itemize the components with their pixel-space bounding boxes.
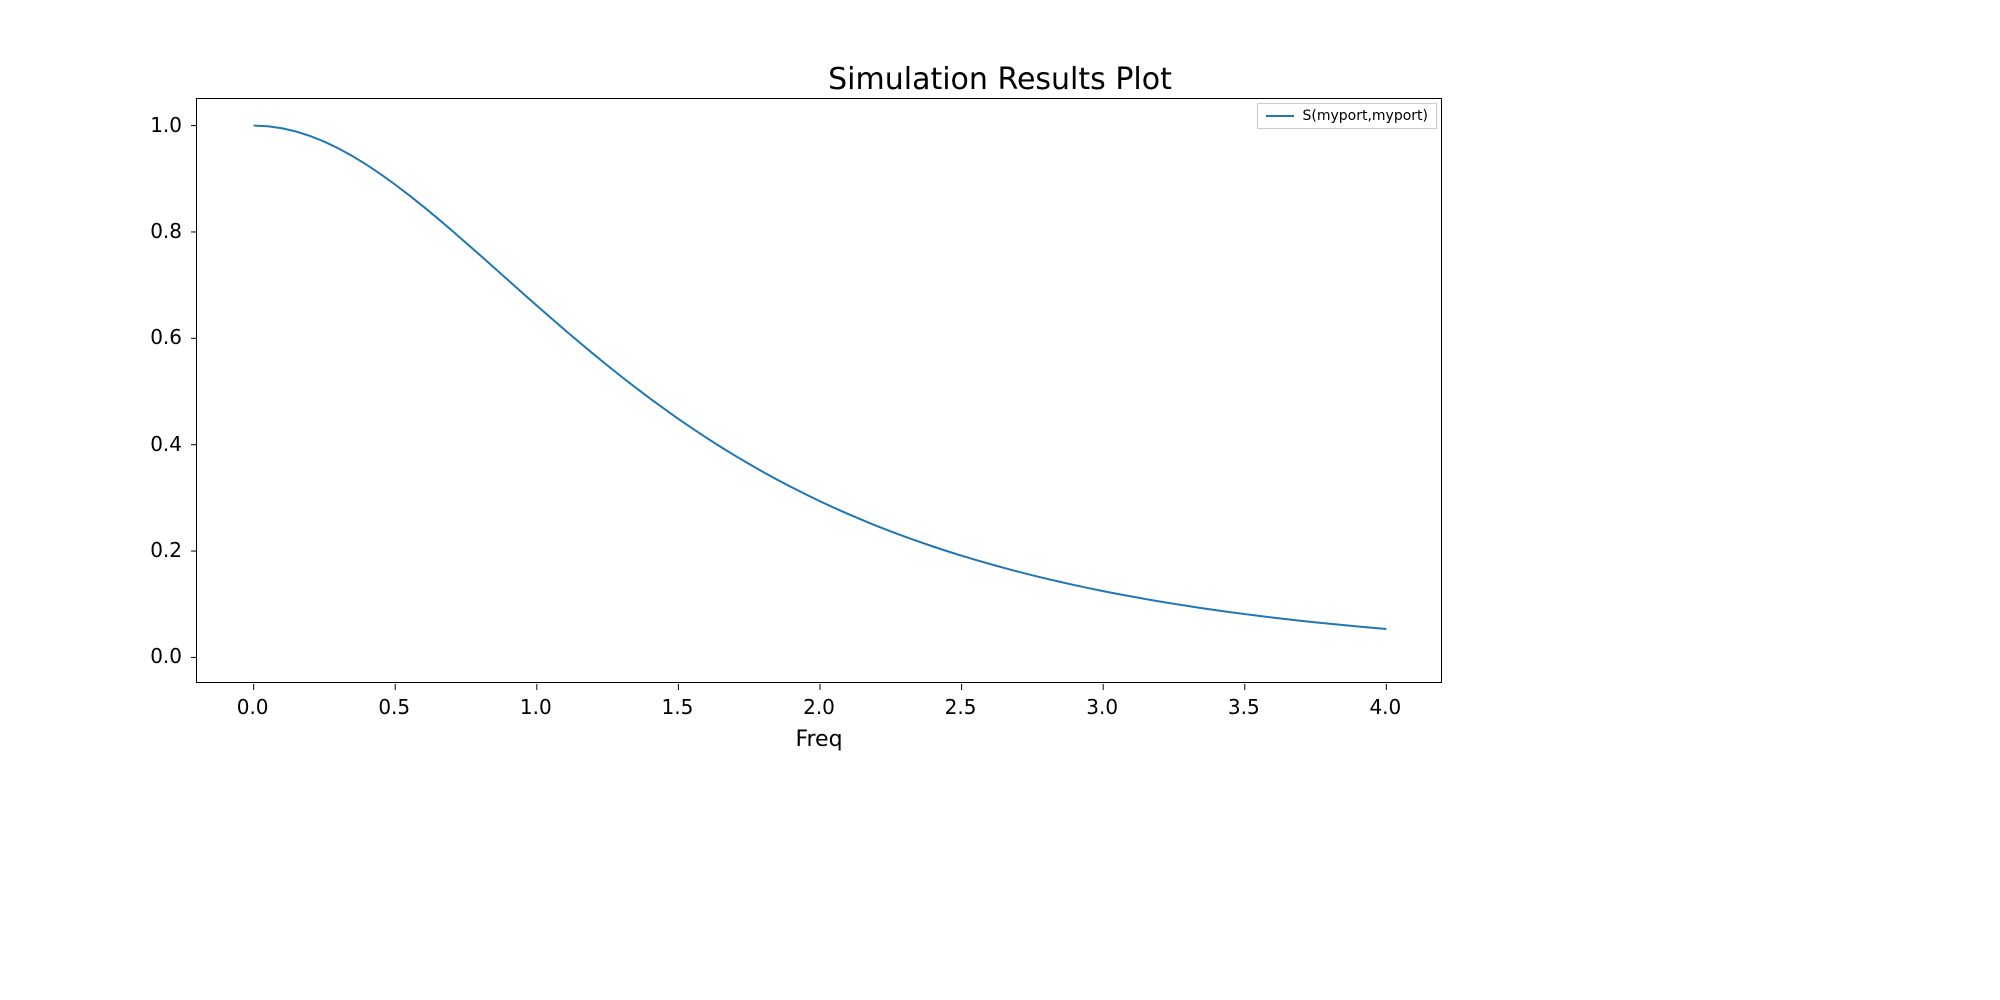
xtick-label: 0.0 [237, 695, 269, 719]
legend-swatch [1266, 115, 1294, 117]
plot-area [197, 99, 1443, 684]
ytick-label: 1.0 [150, 113, 182, 137]
legend-label: S(myport,myport) [1302, 108, 1428, 124]
xtick-label: 1.5 [662, 695, 694, 719]
xtick-label: 3.5 [1228, 695, 1260, 719]
xtick-label: 2.5 [945, 695, 977, 719]
ytick-label: 0.6 [150, 325, 182, 349]
xtick-label: 2.0 [803, 695, 835, 719]
chart-axes: S(myport,myport) [196, 98, 1442, 683]
ytick-label: 0.2 [150, 538, 182, 562]
ytick-label: 0.4 [150, 432, 182, 456]
ytick-label: 0.0 [150, 644, 182, 668]
ytick-label: 0.8 [150, 219, 182, 243]
x-axis-label: Freq [795, 727, 842, 752]
chart-title: Simulation Results Plot [0, 62, 2000, 97]
series-line [254, 126, 1387, 629]
figure: Simulation Results Plot S(myport,myport)… [0, 0, 2000, 1000]
legend: S(myport,myport) [1257, 103, 1437, 129]
xtick-label: 0.5 [378, 695, 410, 719]
xtick-label: 3.0 [1086, 695, 1118, 719]
legend-item: S(myport,myport) [1266, 108, 1428, 124]
xtick-label: 4.0 [1369, 695, 1401, 719]
xtick-label: 1.0 [520, 695, 552, 719]
